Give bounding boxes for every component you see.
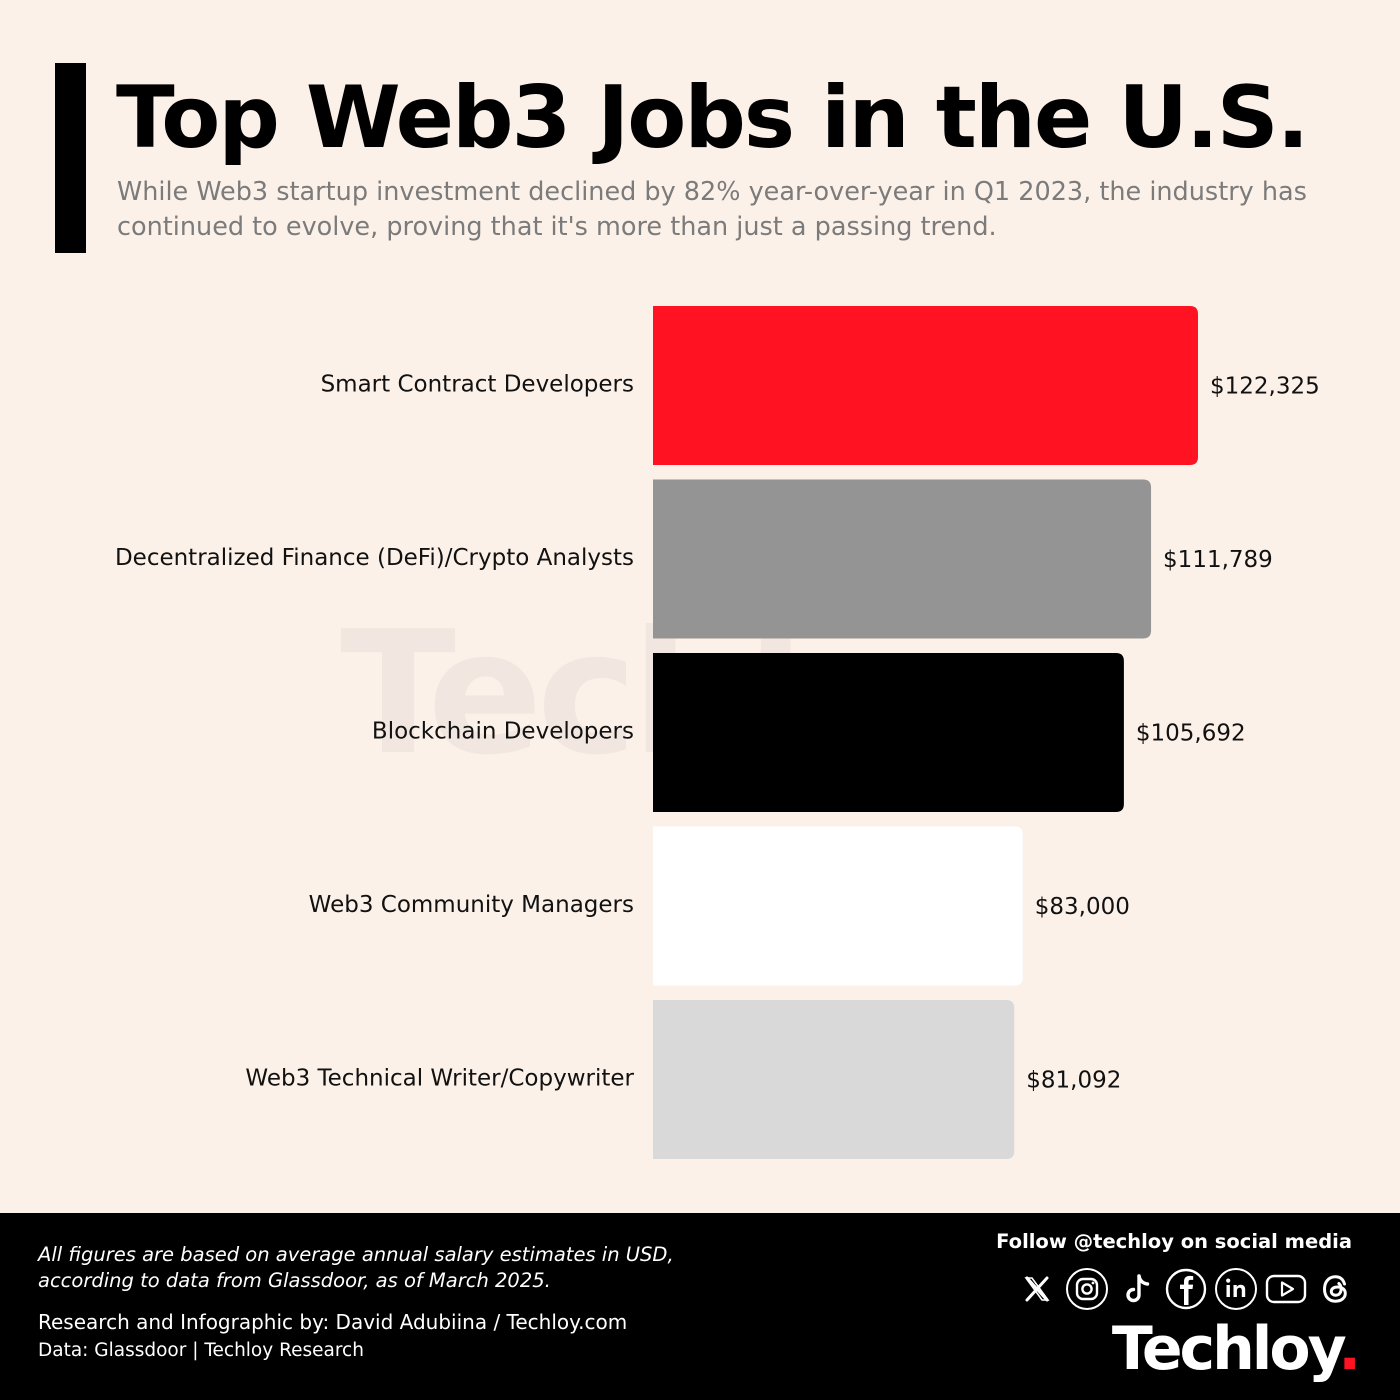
youtube-icon[interactable] [1263, 1266, 1309, 1312]
follow-text: Follow @techloy on social media [996, 1230, 1352, 1253]
bar [653, 479, 1152, 639]
bar-chart: Smart Contract Developers $122,325 Decentr… [115, 306, 1320, 1159]
category-label: Web3 Community Managers [309, 892, 634, 918]
category-label: Web3 Technical Writer/Copywriter [245, 1066, 634, 1092]
title-accent-bar [55, 63, 86, 253]
category-label: Smart Contract Developers [321, 372, 634, 398]
credit-line: Research and Infographic by: David Adubi… [38, 1310, 628, 1334]
instagram-icon[interactable] [1064, 1266, 1110, 1312]
social-icons [1014, 1266, 1359, 1312]
footer: All figures are based on average annual … [0, 1213, 1400, 1400]
value-label: $105,692 [1136, 721, 1246, 747]
x-icon[interactable] [1014, 1266, 1060, 1312]
page-title: Top Web3 Jobs in the U.S. [116, 68, 1309, 168]
category-label: Blockchain Developers [372, 719, 634, 745]
brand-dot: . [1338, 1314, 1361, 1384]
footnote: All figures are based on average annual … [38, 1243, 674, 1292]
facebook-icon[interactable] [1163, 1266, 1209, 1312]
bar [653, 653, 1124, 812]
bar [653, 826, 1023, 986]
data-source: Data: Glassdoor | Techloy Research [38, 1340, 364, 1361]
page-subtitle: While Web3 startup investment declined b… [117, 177, 1307, 242]
tiktok-icon[interactable] [1114, 1266, 1160, 1312]
bar [653, 1000, 1015, 1159]
bar [653, 306, 1198, 465]
linkedin-icon[interactable] [1213, 1266, 1259, 1312]
brand-logo: Techloy. [1111, 1309, 1361, 1389]
value-label: $81,092 [1026, 1068, 1121, 1094]
value-label: $111,789 [1163, 547, 1273, 573]
threads-icon[interactable] [1313, 1266, 1359, 1312]
brand-text: Techloy [1111, 1314, 1341, 1384]
value-label: $122,325 [1210, 374, 1320, 400]
category-label: Decentralized Finance (DeFi)/Crypto Anal… [115, 545, 634, 571]
value-label: $83,000 [1035, 894, 1130, 920]
